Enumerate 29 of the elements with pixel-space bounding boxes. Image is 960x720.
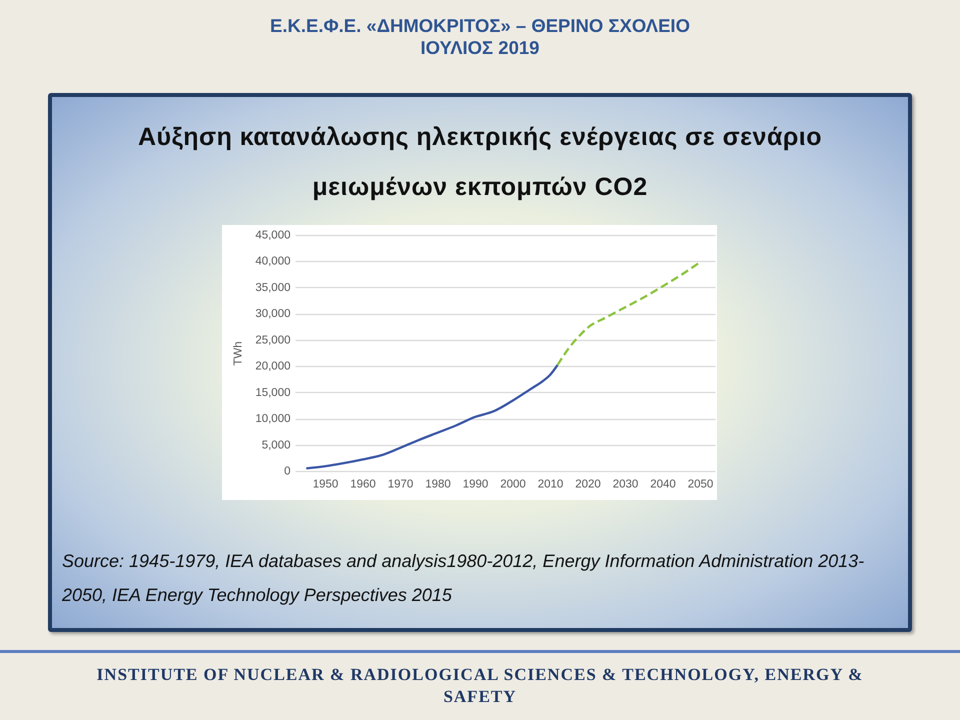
x-tick-label: 1950	[312, 478, 338, 490]
y-tick-label: 45,000	[255, 230, 290, 242]
y-tick-label: 30,000	[255, 308, 290, 320]
y-tick-label: 0	[284, 466, 290, 478]
x-tick-label: 1960	[350, 478, 376, 490]
x-tick-label: 2030	[612, 478, 638, 490]
y-tick-label: 40,000	[255, 256, 290, 268]
y-tick-label: 10,000	[255, 413, 290, 426]
y-tick-label: 15,000	[255, 386, 290, 399]
x-tick-label: 1970	[388, 478, 414, 490]
text: ΙΟΥΛΙΟΣ 2019	[420, 37, 540, 59]
line-series	[556, 261, 702, 366]
x-tick-label: 2000	[500, 478, 526, 490]
x-tick-label: 1980	[425, 478, 451, 490]
chart-title: Αύξηση κατανάλωσης ηλεκτρικής ενέργειας σε σενάριο μειωμένων εκπομπών CO2	[136, 122, 824, 203]
text: Ε.Κ.Ε.Φ.Ε. «ΔΗΜΟΚΡΙΤΟΣ» – ΘΕΡΙΝΟ ΣΧΟΛΕΙΟ	[269, 15, 691, 37]
x-tick-label: 2020	[575, 478, 601, 490]
x-tick-label: 2010	[538, 478, 564, 490]
text: Source: 1945-1979, IEA databases and analysis1980-2012, Energy Information Administration 2013-2050, IEA Energy Technology Perspectives 2015	[62, 551, 864, 605]
y-tick-label: 35,000	[255, 282, 290, 294]
line-series	[305, 364, 559, 470]
y-axis-title: TWh	[232, 341, 244, 366]
x-tick-label: 1990	[462, 478, 488, 490]
x-tick-label: 2040	[650, 478, 676, 490]
y-tick-label: 5,000	[262, 439, 290, 452]
x-tick-label: 2050	[688, 478, 714, 490]
text: INSTITUTE OF NUCLEAR & RADIOLOGICAL SCIENCES & TECHNOLOGY, ENERGY & SAFETY	[96, 664, 864, 708]
y-tick-label: 20,000	[255, 360, 290, 373]
y-tick-label: 25,000	[255, 334, 290, 346]
